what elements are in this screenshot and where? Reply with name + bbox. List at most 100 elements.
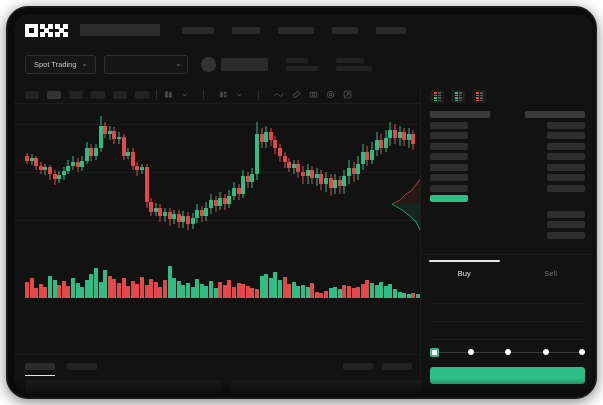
tab-buy[interactable]: Buy: [421, 260, 508, 282]
trading-mode-select[interactable]: Spot Trading ⌄: [25, 54, 97, 74]
amount-percent-slider[interactable]: [430, 348, 585, 358]
timeframe-3[interactable]: [69, 90, 83, 99]
timeframe-5[interactable]: [113, 90, 127, 99]
volume-bar: [236, 283, 241, 298]
ruler-icon[interactable]: [292, 90, 301, 99]
line-tool-icon[interactable]: [274, 90, 284, 99]
order-book[interactable]: [421, 107, 593, 255]
orderbook-view-modes: [430, 90, 486, 103]
orderbook-mode-asks-only-icon[interactable]: [472, 90, 486, 103]
orderbook-ask-row[interactable]: [430, 163, 468, 171]
volume-bar: [291, 282, 296, 298]
volume-bar: [296, 286, 301, 298]
candle: [370, 104, 374, 264]
orderbook-ask-row[interactable]: [430, 153, 468, 160]
timeframe-4[interactable]: [91, 90, 105, 99]
volume-bar: [117, 283, 121, 298]
candle: [397, 104, 402, 264]
orders-tab-1-label: [25, 363, 55, 370]
orderbook-ask-row[interactable]: [430, 142, 468, 150]
volume-bar: [103, 270, 108, 298]
timeframe-1[interactable]: [25, 90, 39, 99]
toolbar-divider: [203, 89, 204, 100]
orderbook-bid-row[interactable]: [547, 163, 585, 171]
volume-bar: [406, 294, 411, 298]
camera-icon[interactable]: [309, 90, 318, 99]
volume-bar: [213, 288, 218, 298]
slider-stop-100[interactable]: [579, 349, 585, 355]
volume-bar: [393, 289, 397, 298]
fullscreen-icon[interactable]: [343, 90, 352, 99]
nav-link-1[interactable]: [182, 26, 214, 34]
nav-link-5[interactable]: [376, 26, 406, 34]
volume-bar: [94, 268, 98, 298]
orderbook-last-price[interactable]: [430, 195, 468, 202]
orderbook-bid-row[interactable]: [547, 221, 585, 228]
slider-handle[interactable]: [430, 348, 439, 357]
orderbook-ask-row[interactable]: [430, 174, 468, 181]
candlestick-chart[interactable]: [14, 104, 420, 264]
order-field-3[interactable]: [430, 322, 585, 340]
order-field-2[interactable]: [430, 304, 585, 322]
panel-divider: [421, 254, 593, 255]
nav-link-4[interactable]: [332, 26, 358, 34]
candlestick-icon[interactable]: [164, 90, 173, 99]
volume-bar: [52, 280, 57, 298]
orderbook-ask-row[interactable]: [430, 132, 468, 139]
orderbook-ask-row[interactable]: [430, 121, 468, 129]
volume-bar: [264, 274, 269, 298]
orderbook-bid-row[interactable]: [525, 111, 585, 118]
volume-bar: [75, 283, 80, 298]
tab-sell[interactable]: Sell: [508, 260, 594, 282]
candle: [176, 104, 181, 264]
candle: [75, 104, 80, 264]
orderbook-bid-row[interactable]: [547, 142, 585, 150]
submit-buy-button[interactable]: [430, 367, 585, 384]
orders-action-2[interactable]: [382, 363, 412, 370]
candle: [66, 104, 71, 264]
chevron-down-icon[interactable]: [181, 91, 188, 98]
volume-bar: [153, 282, 158, 298]
volume-bar: [43, 287, 48, 298]
timeframe-6[interactable]: [135, 90, 149, 99]
orderbook-ask-row[interactable]: [430, 184, 468, 192]
candle: [94, 104, 98, 264]
volume-bar: [158, 287, 163, 298]
chevron-down-icon[interactable]: [236, 91, 243, 98]
market-stat-label: [336, 57, 365, 63]
orders-action-1[interactable]: [343, 363, 373, 370]
market-stat-value: [336, 65, 373, 71]
orderbook-ask-row[interactable]: [430, 111, 490, 118]
orderbook-bid-row[interactable]: [547, 184, 585, 192]
order-field-1[interactable]: [430, 286, 585, 304]
orders-tab-2[interactable]: [67, 363, 97, 370]
slider-stop-75[interactable]: [543, 349, 549, 355]
slider-stop-25[interactable]: [468, 349, 474, 355]
logo-letter-o: [25, 23, 38, 37]
indicator-icon[interactable]: [219, 90, 228, 99]
orderbook-bid-row[interactable]: [547, 132, 585, 139]
orders-tab-1[interactable]: [25, 363, 55, 376]
timeframe-2[interactable]: [47, 90, 61, 99]
orderbook-bid-row[interactable]: [547, 210, 585, 218]
orderbook-bid-row[interactable]: [547, 231, 585, 239]
orderbook-mode-bids-only-icon[interactable]: [451, 90, 465, 103]
nav-link-2[interactable]: [232, 26, 260, 34]
search-input[interactable]: [80, 24, 160, 36]
settings-icon[interactable]: [326, 90, 335, 99]
volume-bar: [181, 285, 186, 298]
chart-gridline: [14, 172, 420, 173]
volume-bar: [351, 288, 356, 298]
orderbook-bid-row[interactable]: [547, 121, 585, 129]
trade-form-fields: [430, 286, 585, 340]
slider-stop-50[interactable]: [505, 349, 511, 355]
orderbook-bid-row[interactable]: [547, 174, 585, 181]
volume-bar: [204, 286, 209, 298]
pair-select[interactable]: ⌄: [104, 54, 189, 74]
orderbook-bid-row[interactable]: [547, 153, 585, 160]
volume-bar: [287, 284, 292, 298]
orderbook-mode-both-icon[interactable]: [430, 90, 444, 103]
okx-logo[interactable]: [25, 23, 68, 37]
candle: [388, 104, 393, 264]
nav-link-3[interactable]: [278, 26, 314, 34]
